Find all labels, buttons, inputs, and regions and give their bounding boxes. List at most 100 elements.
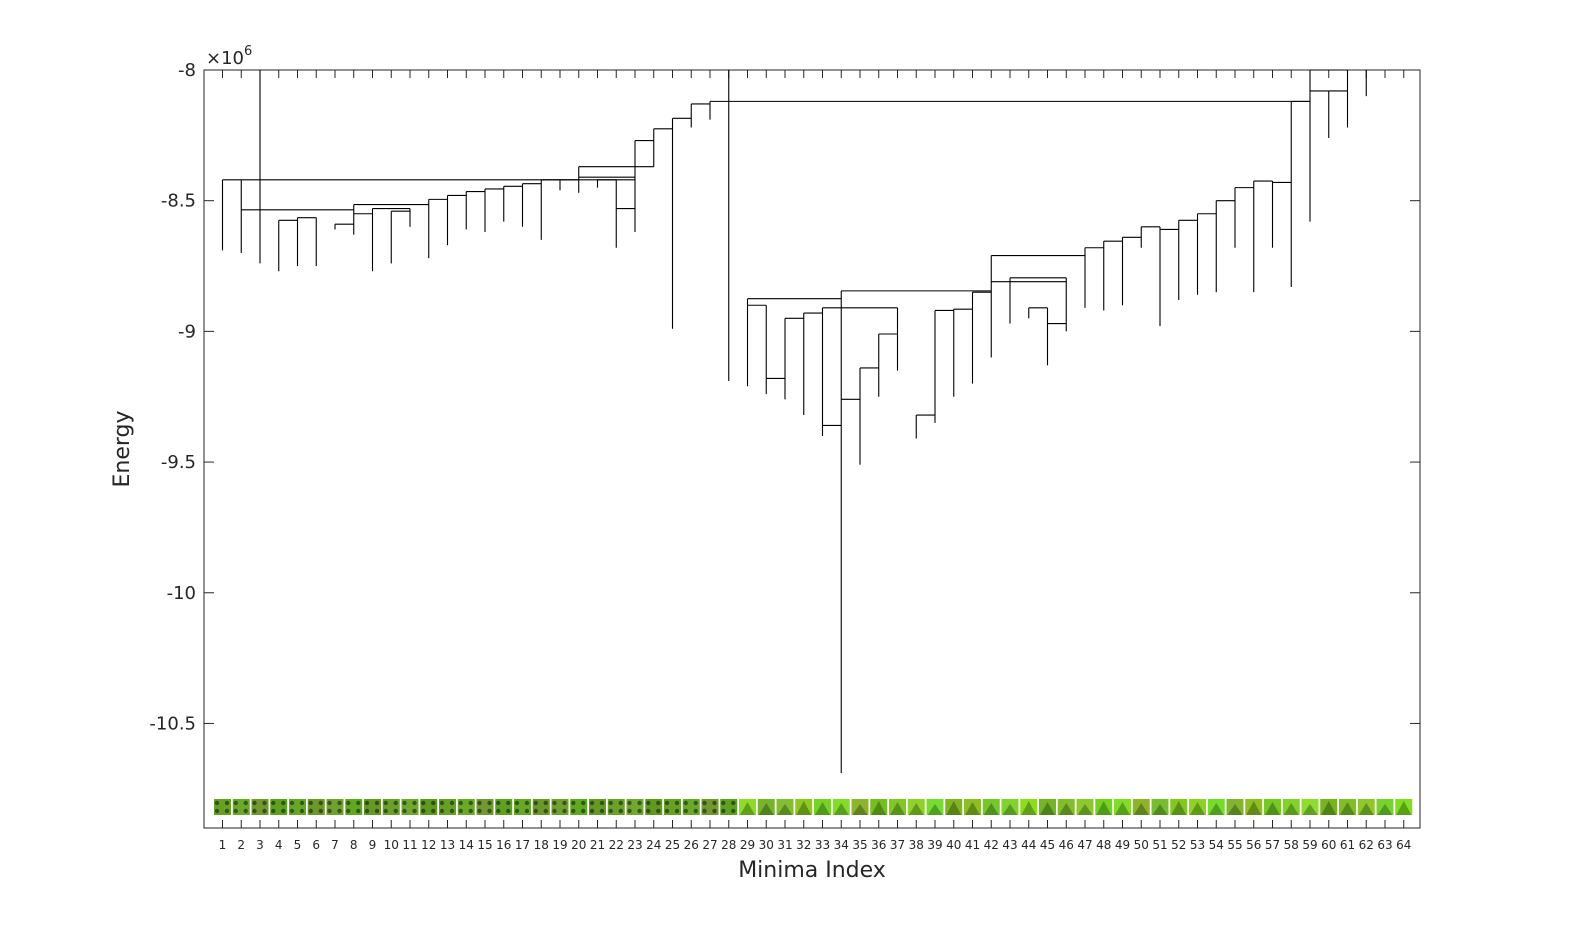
thumbnail-texture [356,800,361,806]
thumbnail-texture [552,800,557,806]
thumbnail-texture [281,808,286,814]
thumbnail-texture [674,808,680,814]
thumbnail-texture [496,800,501,806]
x-tick-label: 4 [275,838,283,852]
thumbnail-texture [243,800,248,806]
x-tick-label: 23 [627,838,642,852]
x-tick-label: 12 [421,838,436,852]
thumbnail-texture [224,800,230,806]
thumbnail-texture [946,801,962,815]
y-tick-label: -8 [178,60,196,81]
thumbnail-texture [421,808,426,814]
x-tick-label: 44 [1021,838,1036,852]
x-tick-label: 57 [1265,838,1280,852]
x-tick-label: 14 [459,838,474,852]
x-tick-label: 31 [777,838,792,852]
thumbnail-texture [243,808,248,814]
thumbnail-texture [487,800,492,806]
thumbnail-texture [552,808,557,814]
x-tick-label: 13 [440,838,455,852]
x-tick-label: 9 [369,838,377,852]
thumbnail-texture [374,808,380,814]
thumbnail-texture [1396,801,1412,815]
thumbnail-texture [318,808,323,814]
thumbnail-texture [431,808,436,814]
thumbnail-texture [533,808,538,814]
thumbnail-texture [983,803,999,815]
thumbnail-texture [1208,803,1224,815]
x-tick-label: 55 [1227,838,1242,852]
x-tick-label: 8 [350,838,358,852]
thumbnail-texture [299,800,305,806]
x-tick-label: 62 [1359,838,1374,852]
x-tick-label: 2 [237,838,245,852]
thumbnail-texture [1227,804,1243,815]
x-tick-label: 56 [1246,838,1261,852]
thumbnail-texture [758,803,774,815]
thumbnail-texture [890,802,905,815]
x-tick-label: 10 [384,838,399,852]
thumbnail-texture [599,808,605,814]
thumbnail-texture [308,808,313,814]
thumbnail-texture [412,800,417,806]
thumbnail-texture [374,800,380,806]
y-tick-label: -9 [178,321,196,342]
x-tick-label: 25 [665,838,680,852]
y-exponent-label: ×106 [206,44,252,69]
x-tick-label: 30 [759,838,774,852]
leaf-thumbnails [214,799,1413,815]
thumbnail-texture [383,800,388,806]
thumbnail-texture [383,808,388,814]
thumbnail-texture [262,808,267,814]
thumbnail-texture [637,808,642,814]
x-tick-label: 5 [294,838,302,852]
thumbnail-texture [533,800,538,806]
thumbnail-texture [1358,803,1374,815]
x-tick-label: 16 [496,838,511,852]
thumbnail-texture [1096,801,1112,815]
thumbnail-texture [1265,802,1280,815]
thumbnail-texture [712,800,717,806]
x-tick-label: 53 [1190,838,1205,852]
thumbnail-texture [1302,804,1318,815]
thumbnail-texture [496,808,501,814]
thumbnail-texture [589,808,595,814]
thumbnail-texture [1190,802,1205,815]
x-tick-label: 43 [1002,838,1017,852]
thumbnail-texture [562,800,567,806]
thumbnail-texture [281,800,286,806]
thumbnail-texture [581,800,586,806]
y-tick-label: -8.5 [161,191,196,212]
thumbnail-texture [477,800,482,806]
thumbnail-texture [1040,802,1055,815]
thumbnail-texture [589,800,595,806]
thumbnail-texture [477,808,482,814]
thumbnail-texture [777,804,793,815]
thumbnail-texture [543,800,548,806]
x-tick-label: 29 [740,838,755,852]
x-tick-label: 48 [1096,838,1111,852]
thumbnail-texture [402,800,407,806]
x-tick-label: 61 [1340,838,1355,852]
thumbnail-texture [252,808,257,814]
thumbnail-texture [252,800,257,806]
thumbnail-texture [214,808,220,814]
thumbnail-texture [571,808,576,814]
plot-frame [203,69,1421,829]
thumbnail-texture [1283,803,1299,815]
thumbnail-texture [439,800,445,806]
x-tick-label: 49 [1115,838,1130,852]
thumbnail-texture [543,808,548,814]
x-tick-label: 38 [909,838,924,852]
thumbnail-texture [1377,804,1393,815]
x-tick-label: 41 [965,838,980,852]
x-tick-label: 58 [1284,838,1299,852]
thumbnail-texture [214,800,220,806]
x-tick-label: 60 [1321,838,1336,852]
x-tick-label: 35 [852,838,867,852]
thumbnail-texture [683,808,688,814]
thumbnail-texture [337,808,342,814]
thumbnail-texture [346,808,351,814]
thumbnail-texture [431,800,436,806]
thumbnail-texture [506,808,511,814]
